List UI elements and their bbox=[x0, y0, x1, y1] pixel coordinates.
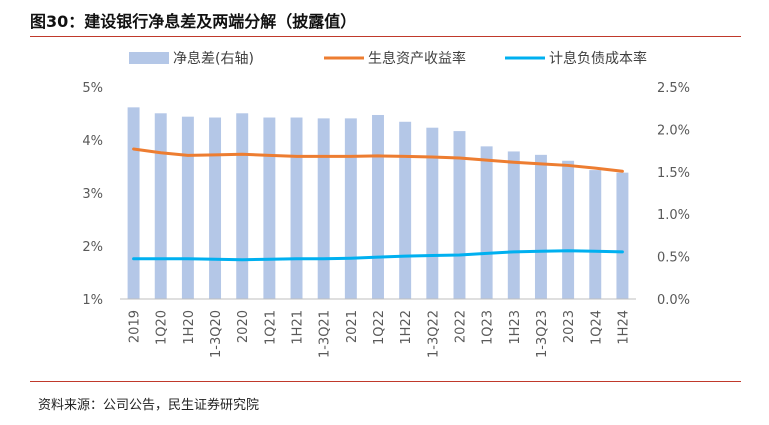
bar bbox=[317, 118, 330, 299]
x-axis-tick-label: 1-3Q21 bbox=[318, 310, 333, 358]
x-axis-tick-label: 2019 bbox=[128, 310, 143, 343]
bar bbox=[236, 113, 249, 300]
right-axis-tick-label: 0.0% bbox=[657, 293, 690, 308]
left-axis-tick-label: 2% bbox=[82, 240, 103, 255]
bar bbox=[263, 117, 276, 299]
bar bbox=[507, 151, 520, 299]
legend-label: 净息差(右轴) bbox=[173, 50, 254, 67]
left-axis-tick-label: 5% bbox=[82, 81, 103, 96]
x-axis-tick-label: 1-3Q23 bbox=[535, 310, 550, 358]
x-axis-tick-label: 1H21 bbox=[291, 310, 306, 345]
legend: 净息差(右轴) 生息资产收益率 计息负债成本率 bbox=[129, 50, 647, 67]
left-axis-tick-label: 4% bbox=[82, 134, 103, 149]
bar bbox=[453, 131, 466, 299]
bar bbox=[534, 154, 547, 299]
footer-divider bbox=[30, 381, 741, 382]
bar bbox=[616, 172, 629, 299]
right-axis-tick-label: 1.5% bbox=[657, 166, 690, 181]
left-y-axis: 1% 2% 3% 4% 5% bbox=[82, 81, 103, 308]
series-line bbox=[132, 249, 624, 262]
right-axis-tick-label: 0.5% bbox=[657, 251, 690, 266]
right-axis-tick-label: 1.0% bbox=[657, 208, 690, 223]
series-line bbox=[132, 147, 624, 173]
bar bbox=[426, 127, 439, 299]
left-axis-tick-label: 1% bbox=[82, 293, 103, 308]
x-axis-labels: 2019 1Q20 1H20 1-3Q20 2020 1Q21 1H21 1-3Q21 2021… bbox=[128, 310, 632, 358]
x-axis-tick-label: 1-3Q20 bbox=[209, 310, 224, 358]
left-axis-tick-label: 3% bbox=[82, 187, 103, 202]
x-axis-tick-label: 2021 bbox=[345, 310, 360, 343]
x-axis-tick-label: 1Q23 bbox=[481, 310, 496, 345]
right-y-axis: 0.0% 0.5% 1.0% 1.5% 2.0% 2.5% bbox=[657, 81, 690, 308]
x-axis-tick-label: 2020 bbox=[236, 310, 251, 343]
legend-label: 计息负债成本率 bbox=[549, 50, 647, 67]
x-axis-tick-label: 1H22 bbox=[399, 310, 414, 345]
x-axis-tick-label: 1H20 bbox=[182, 310, 197, 345]
x-axis-tick-label: 1Q21 bbox=[263, 310, 278, 345]
bar bbox=[562, 160, 575, 299]
x-axis-tick-label: 1-3Q22 bbox=[426, 310, 441, 358]
x-axis-tick-label: 1H23 bbox=[508, 310, 523, 345]
x-axis-tick-label: 1Q20 bbox=[155, 310, 170, 345]
bar bbox=[372, 114, 384, 299]
x-axis-tick-label: 1H24 bbox=[616, 310, 631, 345]
title-divider bbox=[30, 36, 741, 37]
legend-label: 生息资产收益率 bbox=[368, 50, 466, 67]
right-axis-tick-label: 2.0% bbox=[657, 123, 690, 138]
bar bbox=[181, 116, 194, 300]
bar-series-net-interest-margin bbox=[127, 107, 629, 300]
bar bbox=[290, 117, 303, 299]
line-series bbox=[132, 147, 624, 262]
figure-title: 图30：建设银行净息差及两端分解（披露值） bbox=[30, 12, 357, 31]
x-axis-tick-label: 1Q24 bbox=[589, 310, 604, 345]
x-axis-tick-label: 1Q22 bbox=[372, 310, 387, 345]
bar bbox=[127, 107, 140, 300]
right-axis-tick-label: 2.5% bbox=[657, 81, 690, 96]
bar bbox=[344, 118, 357, 299]
bar bbox=[399, 121, 412, 299]
source-note: 资料来源：公司公告，民生证券研究院 bbox=[38, 398, 260, 413]
x-axis-tick-label: 2023 bbox=[562, 310, 577, 343]
x-axis-tick-label: 2022 bbox=[453, 310, 468, 343]
bar bbox=[154, 113, 167, 300]
bar bbox=[209, 117, 222, 299]
legend-swatch-bar bbox=[129, 52, 169, 64]
bar bbox=[480, 146, 493, 299]
bar bbox=[589, 170, 602, 299]
